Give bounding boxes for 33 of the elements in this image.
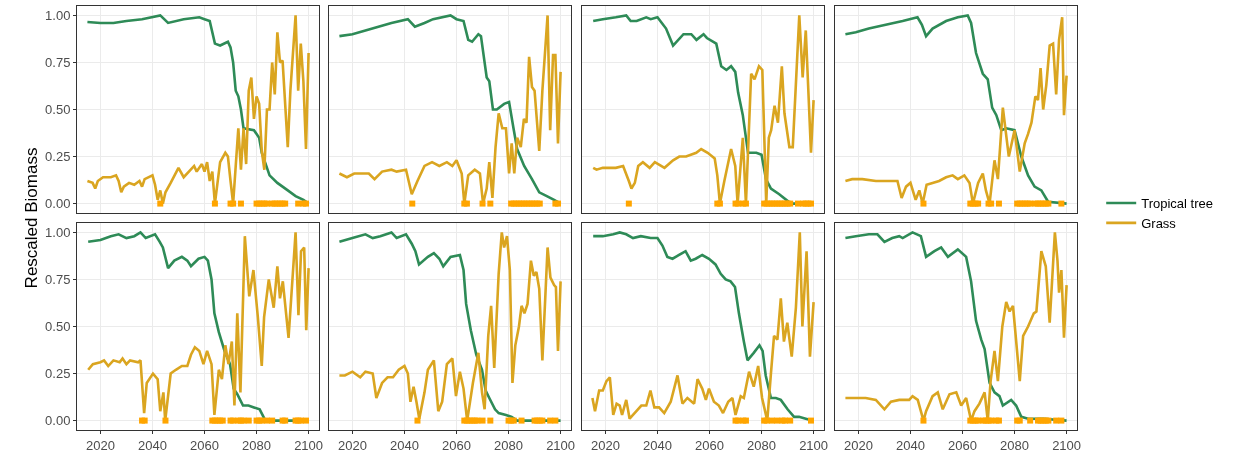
x-tick-label: 2020 (337, 437, 367, 453)
x-tick-label: 2020 (85, 437, 115, 453)
x-tick-label: 2080 (747, 437, 777, 453)
x-tick-label: 2100 (546, 437, 576, 453)
y-tick-label: 0.75 (45, 55, 71, 70)
legend-label: Tropical tree (1141, 196, 1213, 212)
x-tick-label: 2020 (590, 437, 620, 453)
x-tick-label: 2100 (1052, 437, 1082, 453)
x-tick-label: 2060 (948, 437, 977, 453)
x-tick-label: 2040 (896, 437, 925, 453)
x-tick-label: 2040 (643, 437, 672, 453)
y-tick-label: 0.25 (45, 366, 71, 382)
y-tick-label: 0.00 (45, 413, 71, 429)
y-tick-label: 0.25 (45, 149, 71, 165)
y-tick-label: 1.00 (45, 7, 71, 23)
x-tick-label: 2020 (843, 437, 873, 453)
y-tick-label: 0.50 (45, 102, 71, 118)
legend-label: Grass (1141, 215, 1177, 231)
x-tick-label: 2080 (1000, 437, 1030, 453)
x-tick-label: 2060 (695, 437, 724, 453)
y-axis-title: Rescaled Biomass (22, 147, 42, 289)
x-tick-label: 2080 (494, 437, 524, 453)
x-tick-label: 2060 (442, 437, 471, 453)
x-tick-label: 2080 (242, 437, 272, 453)
y-tick-label: 1.00 (45, 224, 71, 240)
x-tick-label: 2100 (294, 437, 324, 453)
y-tick-label: 0.75 (45, 272, 71, 287)
x-tick-label: 2060 (190, 437, 219, 453)
x-tick-label: 2040 (390, 437, 419, 453)
x-tick-label: 2040 (138, 437, 167, 453)
y-tick-label: 0.50 (45, 319, 71, 335)
x-tick-label: 2100 (799, 437, 829, 453)
y-tick-label: 0.00 (45, 196, 71, 212)
